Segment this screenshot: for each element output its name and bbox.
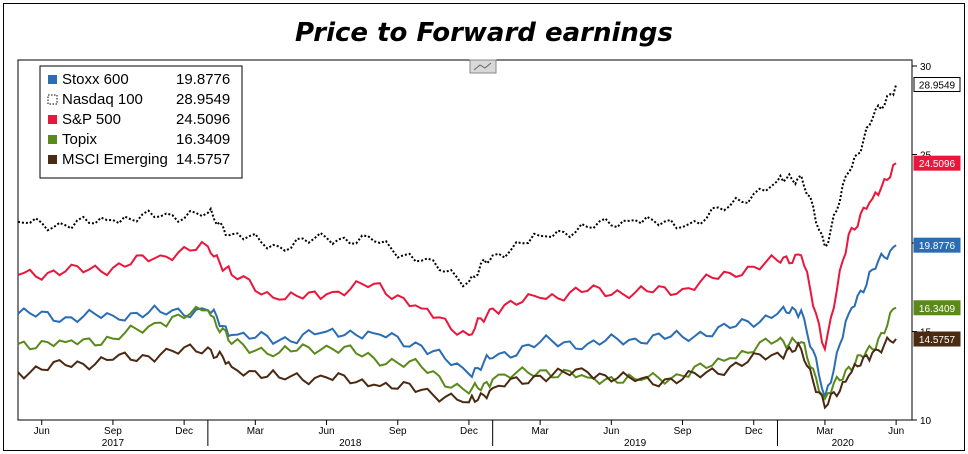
plot-area xyxy=(17,59,913,421)
x-year-label: 2020 xyxy=(832,438,855,449)
last-value-label: 19.8776 xyxy=(919,241,956,252)
x-tick-label: Jun xyxy=(888,426,904,437)
x-tick-label: Jun xyxy=(34,426,50,437)
series-line-msci-emerging xyxy=(17,335,897,410)
y-tick-label: 30 xyxy=(920,62,932,73)
legend-label: S&P 500 xyxy=(62,111,121,128)
series-line-s-p-500 xyxy=(17,162,897,353)
x-tick-label: Dec xyxy=(745,426,763,437)
x-year-label: 2018 xyxy=(339,438,362,449)
legend-value: 28.9549 xyxy=(176,91,230,108)
last-value-tag xyxy=(913,237,961,253)
legend-value: 24.5096 xyxy=(176,111,230,128)
y-tick-label: 10 xyxy=(920,416,932,427)
x-year-label: 2017 xyxy=(102,438,125,449)
legend-swatch xyxy=(47,94,58,105)
legend-swatch xyxy=(48,115,57,124)
legend-swatch xyxy=(48,135,57,144)
chart-type-icon-glyph xyxy=(473,62,492,71)
last-value-label: 24.5096 xyxy=(919,159,956,170)
x-tick-label: Dec xyxy=(460,426,478,437)
last-value-tag xyxy=(913,300,961,316)
last-value-tag xyxy=(913,76,961,92)
last-value-label: 28.9549 xyxy=(919,80,956,91)
legend-label: Topix xyxy=(62,131,98,148)
legend-label: Stoxx 600 xyxy=(62,71,129,88)
x-tick-label: Jun xyxy=(318,426,334,437)
legend-value: 14.5757 xyxy=(176,151,230,168)
legend-swatch xyxy=(48,155,57,164)
legend-value: 19.8776 xyxy=(176,71,230,88)
x-tick-label: Sep xyxy=(389,426,407,437)
x-tick-label: Sep xyxy=(674,426,692,437)
legend-label: MSCI Emerging xyxy=(62,151,168,168)
x-tick-label: Mar xyxy=(247,426,265,437)
series-line-stoxx-600 xyxy=(17,244,897,401)
legend-swatch xyxy=(48,75,57,84)
last-value-label: 16.3409 xyxy=(919,304,956,315)
x-tick-label: Sep xyxy=(104,426,122,437)
legend-value: 16.3409 xyxy=(176,131,230,148)
chart-title: Price to Forward earnings xyxy=(295,18,673,48)
x-tick-label: Dec xyxy=(175,426,193,437)
legend-box xyxy=(39,65,243,179)
x-year-label: 2019 xyxy=(624,438,647,449)
x-tick-label: Mar xyxy=(532,426,550,437)
legend-label: Nasdaq 100 xyxy=(62,91,143,108)
series-line-topix xyxy=(17,305,897,401)
x-tick-label: Jun xyxy=(603,426,619,437)
last-value-label: 14.5757 xyxy=(919,335,956,346)
legend: Stoxx 600 19.8776 Nasdaq 100 28.9549 S&P 500… xyxy=(39,65,243,179)
series-line-nasdaq-100 xyxy=(17,84,898,288)
last-value-tag xyxy=(913,155,961,171)
x-tick-label: Mar xyxy=(816,426,834,437)
last-value-tag xyxy=(913,331,961,347)
